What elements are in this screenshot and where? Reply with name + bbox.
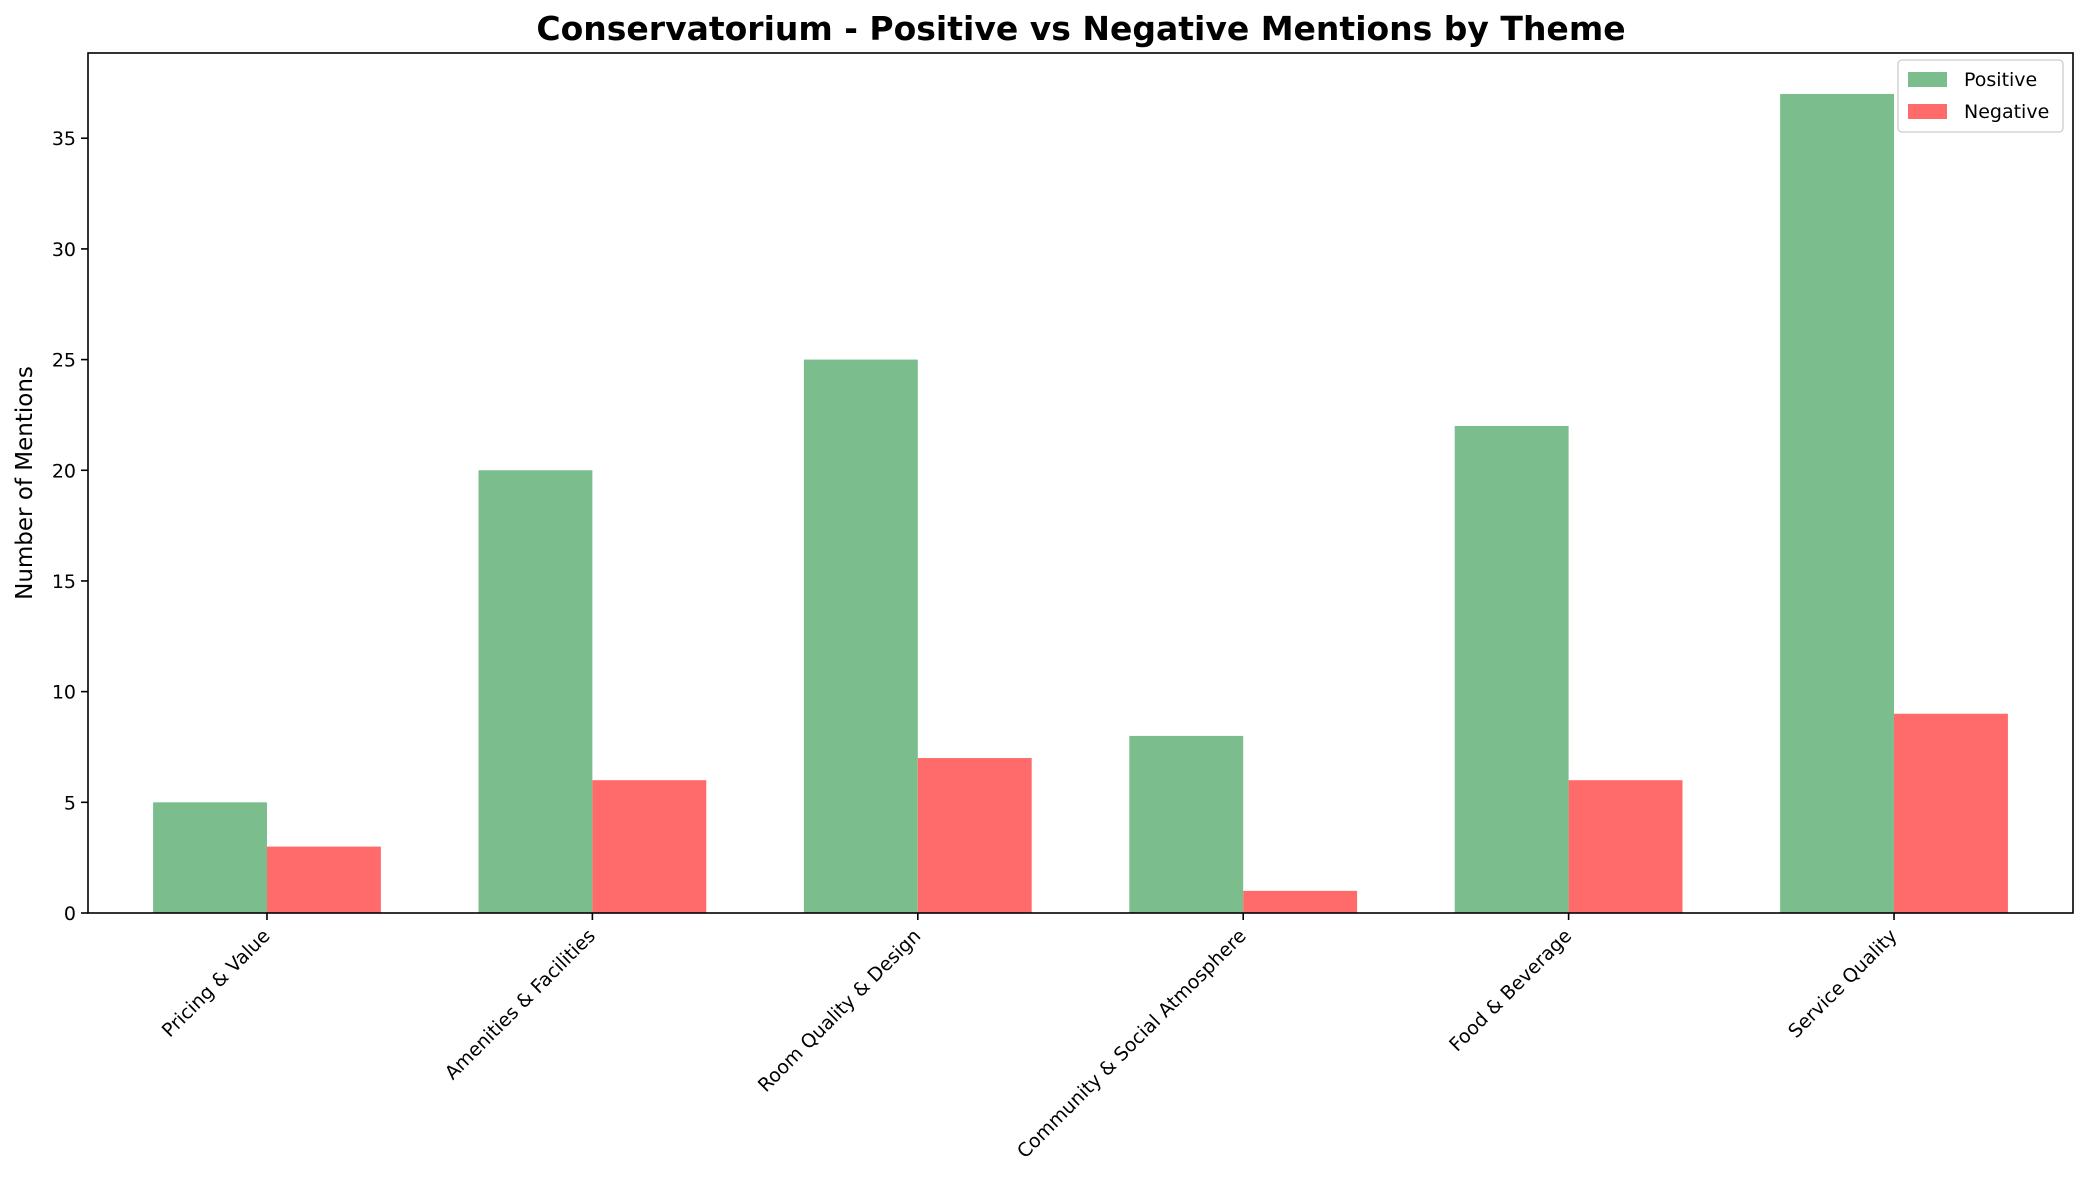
x-tick-label: Service Quality (1784, 925, 1901, 1042)
chart-title: Conservatorium - Positive vs Negative Me… (536, 9, 1625, 48)
x-tick-label: Community & Social Atmosphere (1013, 925, 1251, 1163)
bar-positive-5 (1780, 93, 1895, 913)
bar-positive-4 (1454, 425, 1569, 913)
bars-layer (153, 93, 2008, 913)
x-tick-label: Pricing & Value (158, 925, 275, 1042)
y-tick-label: 30 (52, 239, 76, 261)
plot-frame (87, 52, 2074, 914)
x-axis: Pricing & Value Amenities & Facilities Roo… (158, 913, 1902, 1163)
bar-negative-0 (266, 846, 381, 913)
y-tick-label: 25 (52, 350, 76, 372)
bar-negative-2 (917, 758, 1032, 913)
bar-negative-3 (1243, 890, 1358, 913)
y-tick-label: 35 (52, 128, 76, 150)
bar-negative-5 (1894, 713, 2008, 913)
x-tick-label: Room Quality & Design (754, 925, 926, 1097)
y-tick-label: 10 (52, 682, 76, 704)
y-tick-label: 20 (52, 460, 76, 482)
legend-swatch-positive (1908, 72, 1947, 87)
bar-negative-1 (592, 780, 707, 913)
bar-positive-2 (803, 359, 918, 913)
bar-positive-1 (478, 470, 593, 913)
bar-positive-3 (1129, 735, 1244, 913)
y-tick-label: 5 (64, 792, 76, 814)
y-axis-label: Number of Mentions (12, 366, 38, 600)
bar-negative-4 (1568, 780, 1683, 913)
bar-positive-0 (153, 802, 267, 913)
y-axis: 0 5 10 15 20 25 30 35 (52, 128, 88, 925)
legend-label-positive: Positive (1964, 69, 2037, 91)
legend-label-negative: Negative (1964, 101, 2049, 123)
x-tick-label: Food & Beverage (1445, 925, 1576, 1056)
legend: Positive Negative (1897, 59, 2064, 133)
x-tick-label: Amenities & Facilities (441, 925, 600, 1084)
legend-swatch-negative (1908, 104, 1947, 119)
y-tick-label: 0 (64, 903, 76, 925)
y-tick-label: 15 (52, 571, 76, 593)
